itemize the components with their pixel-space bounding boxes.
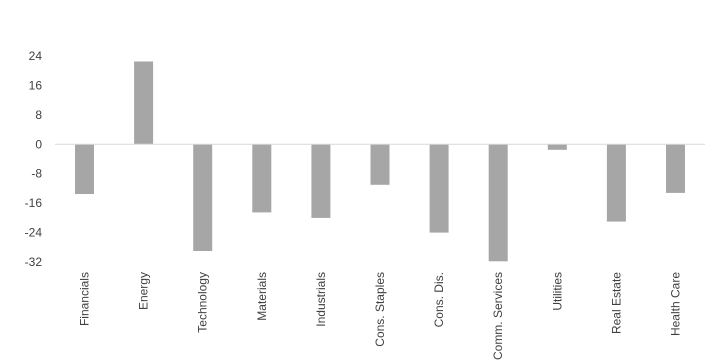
y-tick-label: -24 <box>25 226 43 240</box>
x-tick-label: Financials <box>78 272 92 326</box>
bar-comm-services <box>488 144 508 262</box>
x-tick-label: Industrials <box>314 272 328 327</box>
x-tick-label: Energy <box>137 272 151 310</box>
y-tick-label: 8 <box>35 108 42 122</box>
x-tick-label: Materials <box>255 272 269 321</box>
bar-cons-dis <box>429 144 449 233</box>
x-tick-label: Health Care <box>668 272 682 336</box>
x-tick-label: Cons. Staples <box>373 272 387 347</box>
x-tick-label: Technology <box>196 272 210 333</box>
bar-technology <box>193 144 213 251</box>
bar-industrials <box>311 144 331 218</box>
bar-energy <box>134 61 154 145</box>
bar-real-estate <box>606 144 626 222</box>
bar-financials <box>75 144 94 194</box>
y-tick-label: 24 <box>29 49 43 63</box>
y-tick-label: -16 <box>25 196 43 210</box>
y-tick-label: 16 <box>29 78 43 92</box>
y-tick-label: -32 <box>25 255 43 269</box>
y-tick-label: -8 <box>31 167 42 181</box>
bar-cons-staples <box>370 144 390 185</box>
bar-utilities <box>547 144 567 150</box>
y-axis-ticks: 24 16 8 0 -8 -16 -24 -32 <box>25 49 43 269</box>
y-tick-label: 0 <box>35 137 42 151</box>
bars <box>75 61 685 262</box>
x-tick-label: Cons. Dis. <box>432 272 446 327</box>
x-tick-label: Utilities <box>550 272 564 311</box>
bar-materials <box>252 144 272 213</box>
x-tick-label: Real Estate <box>609 272 623 334</box>
x-axis-labels: Financials Energy Technology Materials Indus… <box>78 272 683 360</box>
bar-health-care <box>666 144 685 193</box>
x-tick-label: Comm. Services <box>491 272 505 360</box>
